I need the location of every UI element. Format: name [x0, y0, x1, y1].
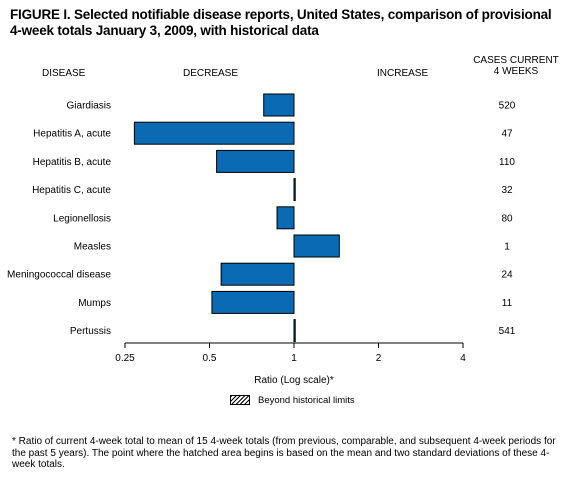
category-label: Meningococcal disease	[7, 270, 111, 281]
x-tick-label: 4	[460, 353, 466, 364]
category-label: Giardiasis	[67, 101, 111, 112]
cases-value: 11	[502, 298, 513, 309]
category-label: Mumps	[78, 298, 111, 309]
bar-hepatitis-a-acute	[133, 121, 295, 145]
x-tick-label: 0.5	[203, 353, 217, 364]
x-tick-label: 2	[376, 353, 382, 364]
cases-column-header: CASES CURRENT	[473, 55, 559, 66]
legend-label: Beyond historical limits	[258, 395, 355, 406]
category-label: Hepatitis C, acute	[32, 185, 111, 196]
cases-column-subheader: 4 WEEKS	[493, 66, 539, 77]
x-axis-label: Ratio (Log scale)*	[254, 375, 334, 386]
cases-value: 32	[501, 185, 513, 196]
category-label: Hepatitis A, acute	[33, 129, 111, 140]
category-label: Pertussis	[70, 326, 111, 337]
cases-value: 47	[501, 129, 513, 140]
category-label: Hepatitis B, acute	[33, 157, 112, 168]
disease-column-header: DISEASE	[42, 68, 86, 79]
cases-value: 520	[499, 101, 516, 112]
category-label: Legionellosis	[53, 213, 111, 224]
bar-hepatitis-c-acute	[293, 178, 296, 202]
footnote: * Ratio of current 4-week total to mean …	[12, 436, 556, 470]
cases-value: 80	[501, 213, 513, 224]
category-label: Measles	[74, 242, 111, 253]
bar-meningococcal-disease	[220, 262, 295, 286]
bar-hepatitis-b-acute	[216, 149, 295, 173]
cases-value: 24	[501, 270, 513, 281]
increase-header: INCREASE	[377, 68, 429, 79]
cases-value: 1	[504, 242, 510, 253]
bar-measles	[293, 234, 340, 258]
x-tick-label: 0.25	[115, 353, 135, 364]
x-tick-label: 1	[291, 353, 297, 364]
hatched-legend-swatch	[230, 395, 250, 405]
cases-value: 541	[499, 326, 516, 337]
figure-title: FIGURE I. Selected notifiable disease re…	[10, 7, 552, 38]
bar-mumps	[211, 290, 295, 314]
cases-value: 110	[499, 157, 515, 168]
decrease-header: DECREASE	[183, 68, 239, 79]
bar-giardiasis	[263, 93, 295, 117]
bar-legionellosis	[276, 206, 295, 230]
bar-pertussis	[293, 319, 296, 343]
